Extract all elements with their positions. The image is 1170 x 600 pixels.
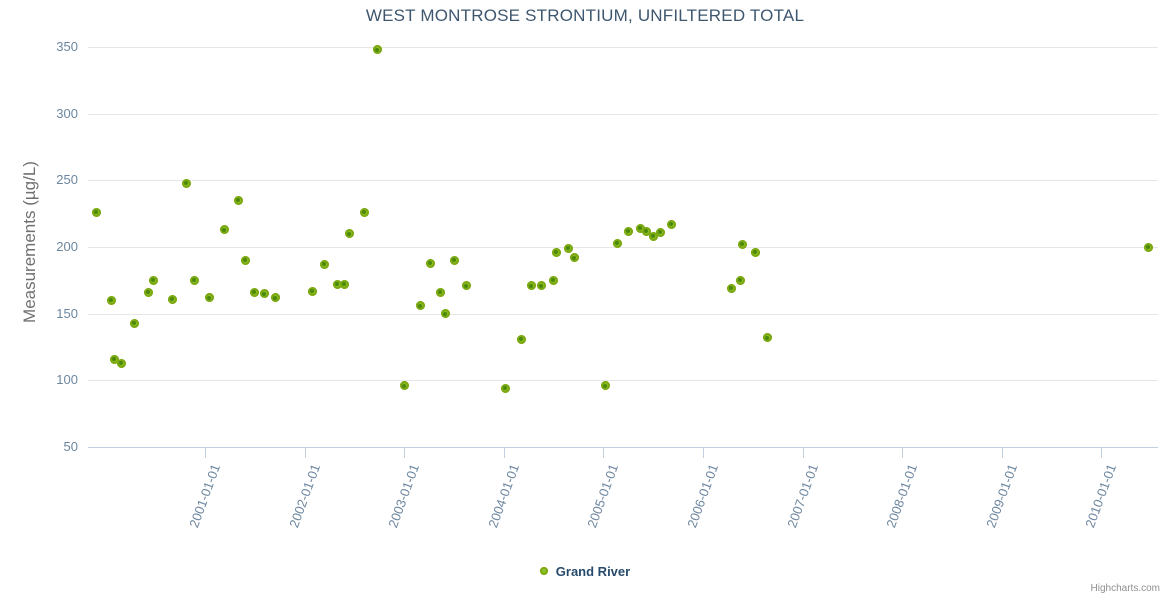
data-point[interactable] (233, 195, 243, 205)
data-point[interactable] (181, 178, 191, 188)
data-point[interactable] (307, 286, 317, 296)
gridline (88, 247, 1158, 248)
data-point[interactable] (259, 289, 269, 299)
y-axis-tick-label: 350 (56, 39, 78, 54)
data-point[interactable] (600, 381, 610, 391)
data-point[interactable] (109, 354, 119, 364)
data-point[interactable] (655, 227, 665, 237)
data-point[interactable] (359, 207, 369, 217)
legend-item-grand-river[interactable]: Grand River (539, 563, 631, 580)
data-point[interactable] (750, 247, 760, 257)
x-axis-tick-mark (304, 447, 306, 458)
gridline (88, 380, 1158, 382)
data-point[interactable] (240, 255, 250, 265)
chart-title: WEST MONTROSE STRONTIUM, UNFILTERED TOTA… (365, 6, 805, 25)
data-point[interactable] (762, 333, 772, 343)
gridline (88, 47, 1158, 48)
data-point[interactable] (270, 293, 280, 303)
data-point[interactable] (461, 281, 471, 291)
data-point[interactable] (1143, 242, 1153, 252)
gridline (88, 180, 1158, 182)
x-axis-tick-label: 2002-01-01 (285, 462, 323, 530)
data-point[interactable] (189, 275, 199, 285)
x-axis-tick-label: 2003-01-01 (385, 462, 423, 530)
data-point[interactable] (516, 334, 526, 344)
data-point[interactable] (440, 309, 450, 319)
data-point[interactable] (623, 226, 633, 236)
data-point[interactable] (548, 275, 558, 285)
data-point[interactable] (106, 295, 116, 305)
data-point[interactable] (641, 226, 651, 236)
gridline (88, 313, 1158, 315)
data-point[interactable] (612, 238, 622, 248)
data-point[interactable] (319, 259, 329, 269)
x-axis-tick-label: 2006-01-01 (684, 462, 722, 530)
x-axis-tick-mark (1001, 447, 1003, 458)
data-point[interactable] (526, 281, 536, 291)
data-point[interactable] (536, 281, 546, 291)
legend-item-label: Grand River (555, 564, 631, 580)
data-point[interactable] (415, 301, 425, 311)
data-point[interactable] (726, 283, 736, 293)
x-axis-tick-label: 2004-01-01 (485, 462, 522, 530)
data-point[interactable] (563, 243, 573, 253)
data-point[interactable] (500, 383, 510, 393)
data-point[interactable] (737, 239, 747, 249)
data-point[interactable] (339, 279, 349, 289)
data-point[interactable] (425, 258, 435, 268)
data-point[interactable] (116, 358, 126, 368)
data-point[interactable] (648, 231, 658, 241)
x-axis-tick-mark (1101, 447, 1103, 458)
y-axis-tick-label: 250 (56, 172, 78, 188)
x-axis-tick-mark (205, 447, 206, 458)
x-axis-tick-mark (802, 447, 804, 458)
y-axis-tick-label: 300 (56, 105, 78, 121)
chart-legend[interactable]: Grand River (0, 563, 1170, 579)
x-axis-tick-label: 2010-01-01 (1082, 462, 1120, 530)
data-point[interactable] (143, 287, 153, 297)
data-point[interactable] (148, 275, 158, 285)
x-axis-tick-label: 2009-01-01 (983, 462, 1020, 530)
x-axis-tick-mark (603, 447, 605, 458)
data-point[interactable] (91, 207, 101, 217)
x-axis-tick-label: 2001-01-01 (186, 462, 224, 530)
data-point[interactable] (219, 225, 229, 235)
x-axis-tick-label: 2007-01-01 (783, 462, 821, 530)
data-point[interactable] (332, 279, 342, 289)
data-point[interactable] (344, 229, 354, 239)
data-point[interactable] (435, 287, 445, 297)
data-point[interactable] (129, 318, 139, 328)
credits-label[interactable]: Highcharts.com (1090, 583, 1160, 594)
data-point[interactable] (666, 219, 676, 229)
gridline (88, 113, 1158, 115)
y-axis-tick-label: 100 (56, 372, 78, 388)
data-point[interactable] (551, 247, 561, 257)
data-point[interactable] (449, 255, 459, 265)
plot-area[interactable] (88, 45, 1158, 447)
data-point[interactable] (167, 294, 177, 304)
data-point[interactable] (735, 275, 745, 285)
y-axis-tick-label: 200 (56, 239, 78, 254)
data-point[interactable] (399, 381, 409, 391)
data-point[interactable] (204, 293, 214, 303)
x-axis-tick-mark (703, 447, 704, 458)
data-point[interactable] (635, 223, 645, 233)
y-axis-tick-label: 150 (56, 305, 78, 321)
data-point[interactable] (249, 287, 259, 297)
x-axis-tick-label: 2005-01-01 (584, 462, 622, 530)
x-axis-tick-mark (503, 447, 505, 458)
x-axis-line (88, 447, 1158, 448)
circle-marker-icon (539, 566, 548, 575)
data-point[interactable] (569, 253, 579, 263)
data-point[interactable] (372, 45, 382, 55)
x-axis-tick-mark (404, 447, 406, 458)
x-axis-tick-label: 2008-01-01 (883, 462, 921, 530)
y-axis-tick-label: 50 (63, 439, 78, 454)
x-axis-tick-mark (902, 447, 904, 458)
